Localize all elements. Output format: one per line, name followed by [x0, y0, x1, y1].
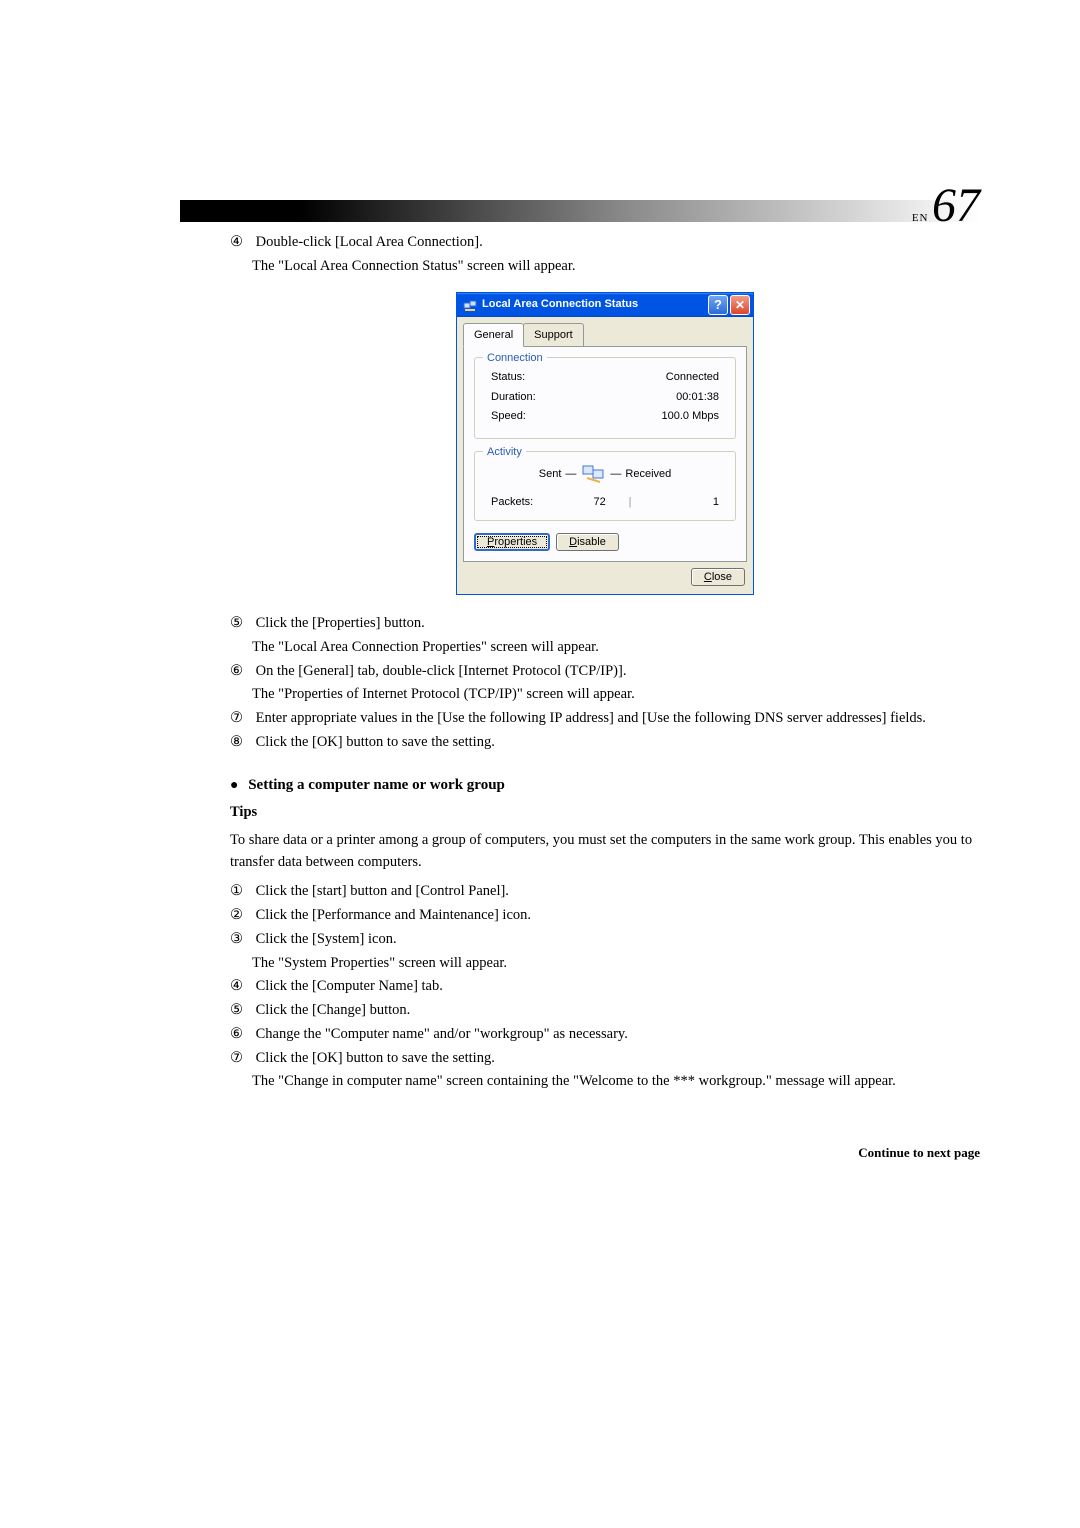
properties-button[interactable]: Properties — [474, 533, 550, 551]
step-marker: ① — [230, 881, 252, 903]
close-button[interactable]: ✕ — [730, 295, 750, 315]
section-intro: To share data or a printer among a group… — [230, 830, 980, 874]
wg-step-4: ④ Click the [Computer Name] tab. — [230, 976, 980, 998]
activity-received-label: Received — [625, 466, 671, 483]
activity-header: Sent — — Received — [485, 464, 725, 486]
section-heading: ● Setting a computer name or work group — [230, 774, 980, 797]
step-marker: ③ — [230, 929, 252, 951]
step-subtext: The "Local Area Connection Status" scree… — [230, 256, 980, 278]
step-text: Click the [Performance and Maintenance] … — [256, 907, 531, 923]
step-marker: ④ — [230, 232, 252, 254]
step-subtext: The "System Properties" screen will appe… — [230, 953, 980, 975]
row-duration: Duration: 00:01:38 — [485, 389, 725, 406]
page-number-value: 67 — [932, 179, 980, 232]
step-6: ⑥ On the [General] tab, double-click [In… — [230, 661, 980, 683]
step-marker: ⑦ — [230, 1048, 252, 1070]
disable-button[interactable]: Disable — [556, 533, 619, 551]
step-text: Click the [Computer Name] tab. — [256, 978, 443, 994]
step-subtext: The "Properties of Internet Protocol (TC… — [230, 684, 980, 706]
step-subtext: The "Change in computer name" screen con… — [230, 1071, 980, 1093]
step-marker: ⑧ — [230, 732, 252, 754]
step-marker: ⑤ — [230, 613, 252, 635]
dialog-screenshot: Local Area Connection Status ? ✕ General… — [230, 292, 980, 596]
step-text: Click the [Properties] button. — [256, 615, 425, 631]
packets-label: Packets: — [491, 494, 575, 511]
activity-dash: — — [565, 466, 576, 483]
wg-step-3: ③ Click the [System] icon. — [230, 929, 980, 951]
separator: | — [629, 494, 632, 511]
status-label: Status: — [491, 369, 525, 386]
bullet-icon: ● — [230, 778, 238, 793]
step-subtext: The "Local Area Connection Properties" s… — [230, 637, 980, 659]
step-text: Click the [Change] button. — [256, 1002, 411, 1018]
packets-sent: 72 — [575, 494, 625, 511]
step-marker: ⑦ — [230, 708, 252, 730]
step-marker: ⑤ — [230, 1000, 252, 1022]
header-gradient — [180, 200, 980, 222]
dialog-footer: Close — [457, 568, 753, 594]
duration-value: 00:01:38 — [676, 389, 719, 406]
step-text: Enter appropriate values in the [Use the… — [256, 710, 926, 726]
wg-step-6: ⑥ Change the "Computer name" and/or "wor… — [230, 1024, 980, 1046]
dialog-title: Local Area Connection Status — [482, 296, 638, 313]
page-header: EN 67 — [180, 200, 980, 224]
tab-support[interactable]: Support — [523, 323, 584, 347]
activity-sent-label: Sent — [539, 466, 562, 483]
group-label-activity: Activity — [483, 444, 526, 461]
continue-footer: Continue to next page — [230, 1143, 980, 1163]
wg-step-1: ① Click the [start] button and [Control … — [230, 881, 980, 903]
step-7: ⑦ Enter appropriate values in the [Use t… — [230, 708, 980, 730]
wg-step-5: ⑤ Click the [Change] button. — [230, 1000, 980, 1022]
activity-dash: — — [610, 466, 621, 483]
step-marker: ⑥ — [230, 661, 252, 683]
step-text: Click the [OK] button to save the settin… — [256, 734, 495, 750]
speed-value: 100.0 Mbps — [662, 408, 719, 425]
row-status: Status: Connected — [485, 369, 725, 386]
step-marker: ④ — [230, 976, 252, 998]
step-8: ⑧ Click the [OK] button to save the sett… — [230, 732, 980, 754]
step-text: Double-click [Local Area Connection]. — [256, 234, 483, 250]
page-number-prefix: EN — [912, 212, 929, 224]
activity-icon — [580, 464, 606, 486]
row-packets: Packets: 72 | 1 — [485, 494, 725, 511]
step-text: Click the [System] icon. — [256, 931, 397, 947]
page-number: EN 67 — [912, 178, 980, 233]
help-button[interactable]: ? — [708, 295, 728, 315]
wg-step-2: ② Click the [Performance and Maintenance… — [230, 905, 980, 927]
tab-panel-general: Connection Status: Connected Duration: 0… — [463, 346, 747, 562]
tab-general[interactable]: General — [463, 323, 524, 348]
connection-group: Connection Status: Connected Duration: 0… — [474, 357, 736, 439]
connection-icon — [463, 298, 477, 312]
step-text: Click the [OK] button to save the settin… — [256, 1050, 495, 1066]
step-text: Click the [start] button and [Control Pa… — [256, 883, 509, 899]
status-value: Connected — [666, 369, 719, 386]
row-speed: Speed: 100.0 Mbps — [485, 408, 725, 425]
step-text: Change the "Computer name" and/or "workg… — [256, 1026, 628, 1042]
packets-received: 1 — [635, 494, 719, 511]
tips-heading: Tips — [230, 802, 980, 824]
step-marker: ⑥ — [230, 1024, 252, 1046]
dialog-button-row: Properties Disable — [474, 533, 736, 551]
page-content: EN 67 ④ Double-click [Local Area Connect… — [0, 0, 1080, 1243]
tabs: General Support — [457, 317, 753, 347]
speed-label: Speed: — [491, 408, 526, 425]
section-heading-text: Setting a computer name or work group — [248, 777, 505, 793]
step-marker: ② — [230, 905, 252, 927]
dialog-titlebar: Local Area Connection Status ? ✕ — [457, 293, 753, 317]
step-text: On the [General] tab, double-click [Inte… — [256, 663, 627, 679]
activity-group: Activity Sent — — [474, 451, 736, 522]
wg-step-7: ⑦ Click the [OK] button to save the sett… — [230, 1048, 980, 1070]
duration-label: Duration: — [491, 389, 536, 406]
group-label-connection: Connection — [483, 350, 547, 367]
step-4: ④ Double-click [Local Area Connection]. — [230, 232, 980, 254]
step-5: ⑤ Click the [Properties] button. — [230, 613, 980, 635]
connection-status-dialog: Local Area Connection Status ? ✕ General… — [456, 292, 754, 596]
body-text: ④ Double-click [Local Area Connection]. … — [180, 232, 980, 1163]
close-dialog-button[interactable]: Close — [691, 568, 745, 586]
